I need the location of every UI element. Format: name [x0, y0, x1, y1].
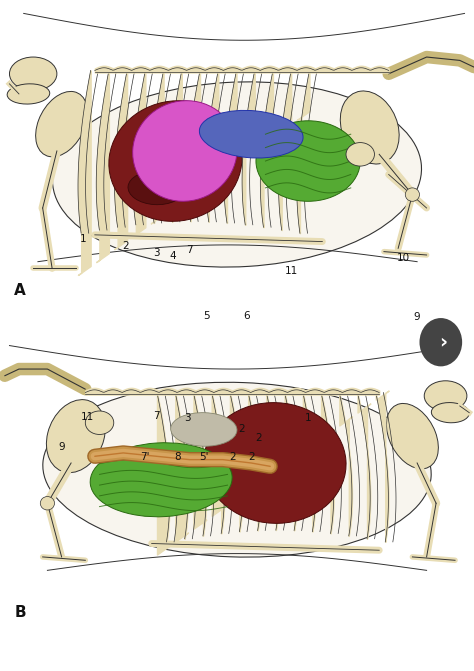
- Text: ›: ›: [439, 333, 447, 352]
- Ellipse shape: [7, 84, 50, 104]
- Ellipse shape: [40, 497, 55, 510]
- Ellipse shape: [204, 403, 346, 523]
- Text: 4: 4: [170, 251, 176, 260]
- Text: 11: 11: [81, 412, 94, 421]
- Text: 7': 7': [140, 452, 149, 462]
- Text: 1: 1: [305, 413, 311, 423]
- Text: 5': 5': [199, 452, 209, 462]
- Ellipse shape: [128, 171, 185, 205]
- Text: 5: 5: [203, 311, 210, 321]
- Text: 2: 2: [255, 433, 262, 443]
- Text: 9: 9: [414, 312, 420, 322]
- Text: A: A: [14, 283, 26, 298]
- Ellipse shape: [46, 400, 105, 472]
- Text: 9: 9: [58, 442, 65, 452]
- Text: 2: 2: [229, 452, 236, 462]
- Text: 6: 6: [243, 311, 250, 321]
- Ellipse shape: [109, 101, 242, 221]
- Text: 8: 8: [174, 452, 181, 462]
- Text: 1: 1: [80, 234, 86, 244]
- Ellipse shape: [386, 403, 438, 469]
- Ellipse shape: [431, 403, 469, 423]
- Ellipse shape: [133, 101, 237, 201]
- Text: 2: 2: [238, 425, 245, 434]
- Ellipse shape: [424, 381, 467, 411]
- Text: 7: 7: [186, 245, 193, 255]
- Ellipse shape: [171, 413, 237, 446]
- Text: B: B: [14, 605, 26, 620]
- Text: 3: 3: [184, 413, 191, 423]
- Ellipse shape: [85, 411, 114, 435]
- Ellipse shape: [340, 91, 399, 164]
- Ellipse shape: [405, 188, 419, 201]
- Text: 11: 11: [285, 266, 298, 276]
- Text: 7: 7: [153, 411, 160, 421]
- Ellipse shape: [200, 111, 303, 158]
- Ellipse shape: [90, 443, 232, 517]
- Text: 2: 2: [122, 241, 129, 250]
- Ellipse shape: [53, 82, 421, 267]
- Ellipse shape: [43, 382, 431, 557]
- Ellipse shape: [346, 143, 374, 166]
- Ellipse shape: [9, 57, 57, 91]
- Text: 3: 3: [153, 248, 160, 258]
- Text: 2: 2: [248, 452, 255, 462]
- Ellipse shape: [36, 91, 88, 157]
- Ellipse shape: [256, 121, 360, 201]
- Circle shape: [419, 318, 462, 366]
- Text: 10: 10: [396, 254, 410, 263]
